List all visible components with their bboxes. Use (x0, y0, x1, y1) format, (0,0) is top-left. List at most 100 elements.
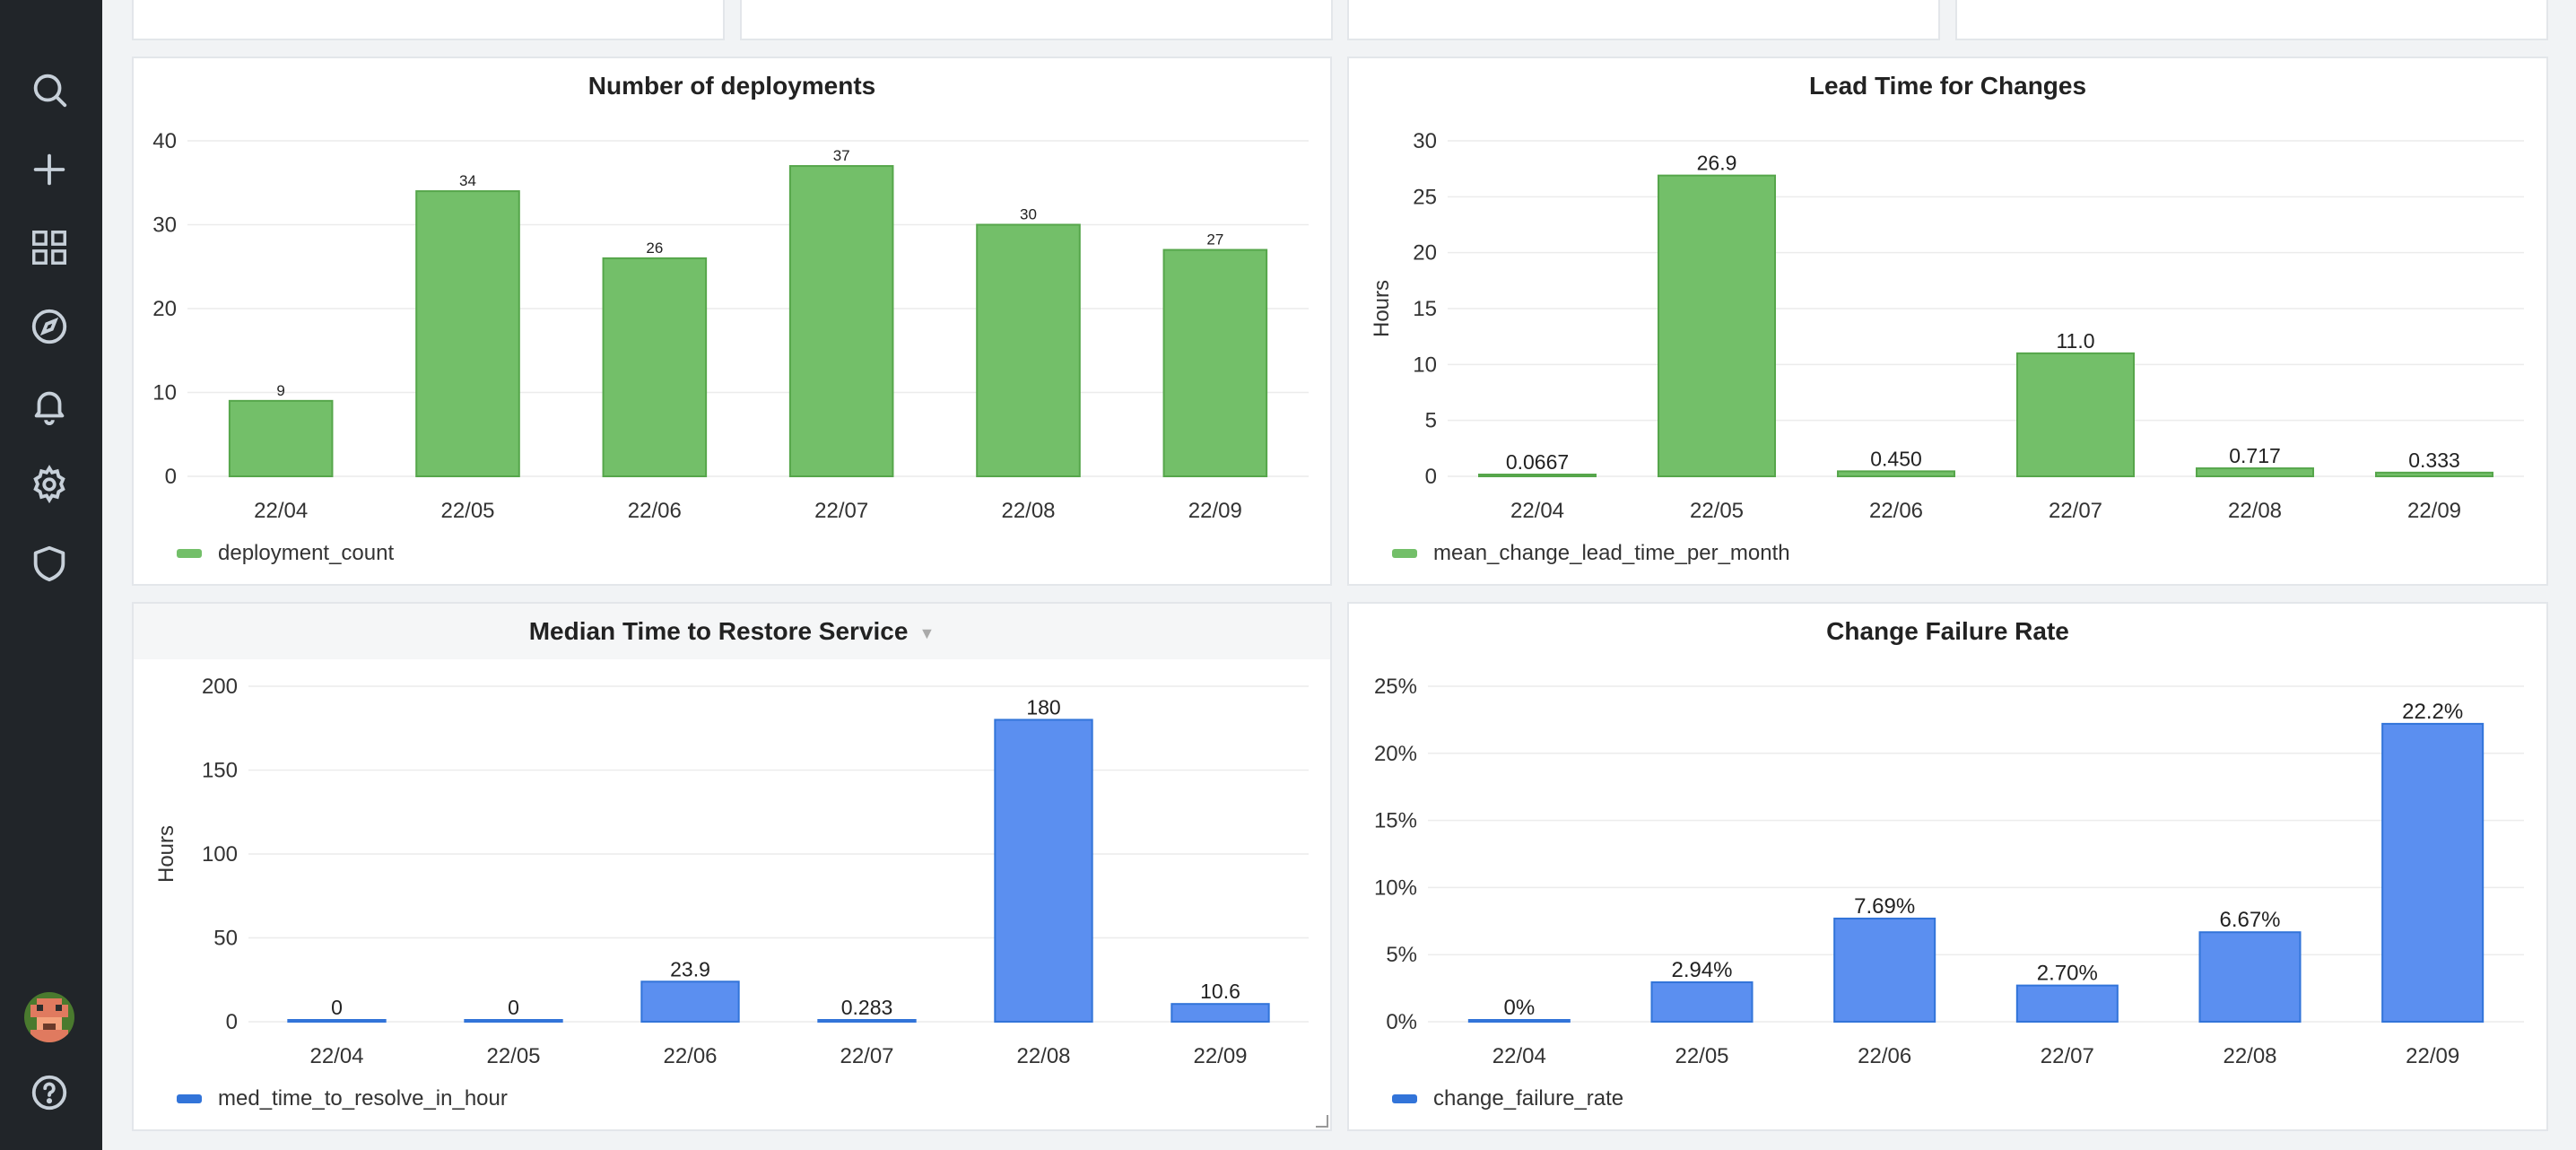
chart-legend[interactable]: change_failure_rate (1392, 1086, 1623, 1111)
x-tick-label: 22/08 (1001, 499, 1055, 523)
bar-value-label: 26.9 (1697, 152, 1737, 175)
search-icon[interactable] (24, 65, 74, 115)
bar-value-label: 30 (1020, 206, 1037, 223)
x-tick-label: 22/05 (486, 1044, 540, 1068)
y-tick-label: 100 (202, 842, 238, 867)
avatar[interactable] (24, 992, 74, 1042)
bar (1650, 981, 1754, 1024)
panel-title: Number of deployments (587, 72, 876, 100)
x-tick-label: 22/08 (2228, 499, 2282, 523)
y-tick-label: 40 (152, 129, 177, 153)
bar (2198, 931, 2302, 1023)
bar (1162, 248, 1268, 477)
bar (640, 980, 740, 1024)
legend-label: change_failure_rate (1433, 1086, 1624, 1111)
x-tick-label: 22/07 (2049, 499, 2102, 523)
bar-value-label: 0 (331, 996, 343, 1019)
bar-value-label: 7.69% (1854, 894, 1915, 919)
x-tick-label: 22/06 (1869, 499, 1923, 523)
bar-value-label: 0 (508, 996, 519, 1019)
y-tick-label: 25% (1374, 675, 1417, 699)
x-tick-label: 22/04 (309, 1044, 363, 1068)
bar-value-label: 6.67% (2219, 908, 2280, 932)
bar-value-label: 2.94% (1671, 958, 1732, 982)
bar (602, 257, 708, 477)
y-tick-label: 20% (1374, 742, 1417, 766)
y-tick-label: 0% (1386, 1010, 1417, 1034)
y-tick-label: 10 (1413, 353, 1437, 377)
settings-icon[interactable] (24, 459, 74, 510)
top-panel-1[interactable] (132, 0, 725, 40)
x-tick-label: 22/04 (1493, 1044, 1546, 1068)
bar-value-label: 0.717 (2229, 444, 2281, 467)
bar (1837, 470, 1955, 478)
dashboards-icon[interactable] (24, 222, 74, 273)
x-tick-label: 22/07 (840, 1044, 893, 1068)
x-tick-label: 22/09 (1188, 499, 1242, 523)
legend-swatch (1392, 1094, 1417, 1103)
alerting-icon[interactable] (24, 380, 74, 431)
chart-legend[interactable]: mean_change_lead_time_per_month (1392, 541, 1790, 566)
y-tick-label: 10 (152, 381, 177, 405)
panel-title: Lead Time for Changes (1808, 72, 2087, 100)
bar-value-label: 10.6 (1200, 980, 1240, 1003)
chart-legend[interactable]: deployment_count (177, 541, 394, 566)
legend-swatch (177, 549, 202, 558)
lead-time-chart: 0 5 10 15 20 25 30 Hours 0.0667 22/04 26.9 22/05 0.4… (1370, 129, 2524, 523)
y-axis-label: Hours (1370, 280, 1394, 337)
panel-title[interactable]: Median Time to Restore Service ▼ (134, 604, 1330, 659)
bar (2196, 467, 2314, 478)
y-tick-label: 200 (202, 675, 238, 699)
top-panel-2[interactable] (740, 0, 1333, 40)
lead-time-panel[interactable]: Lead Time for Changes 0 5 10 15 20 25 30 Hours 0… (1347, 57, 2548, 586)
y-tick-label: 0 (165, 465, 177, 489)
x-tick-label: 22/04 (1510, 499, 1564, 523)
bar (817, 1019, 917, 1023)
top-panel-4[interactable] (1955, 0, 2548, 40)
top-panel-3[interactable] (1347, 0, 1940, 40)
y-tick-label: 10% (1374, 876, 1417, 900)
panel-title-text: Median Time to Restore Service (528, 617, 909, 645)
bar (994, 719, 1093, 1023)
change-failure-chart: 0% 5% 10% 15% 20% 25% 0% 22/04 2.94% 22/05 7.69% 22… (1374, 675, 2524, 1068)
plus-icon[interactable] (24, 144, 74, 195)
legend-swatch (177, 1094, 202, 1103)
x-tick-label: 22/07 (814, 499, 868, 523)
y-tick-label: 25 (1413, 185, 1437, 209)
deployments-chart: 0 10 20 30 40 9 22/04 34 22/05 26 22/06 37 22/07 30 22… (152, 129, 1309, 523)
bar (1171, 1003, 1270, 1024)
deployments-panel[interactable]: Number of deployments 0 10 20 30 40 9 22/04 34 2… (132, 57, 1332, 586)
panel-title: Change Failure Rate (1826, 617, 2069, 645)
shield-icon[interactable] (24, 538, 74, 588)
x-tick-label: 22/06 (628, 499, 682, 523)
legend-label: med_time_to_resolve_in_hour (218, 1086, 508, 1111)
bar (788, 165, 894, 478)
bar (2015, 984, 2119, 1023)
bar (1833, 917, 1936, 1024)
sidebar (0, 0, 102, 1150)
change-failure-panel[interactable]: Change Failure Rate 0% 5% 10% 15% 20% 25% 0% 22… (1347, 602, 2548, 1131)
y-tick-label: 5% (1386, 943, 1417, 967)
y-tick-label: 0 (1425, 465, 1437, 489)
x-tick-label: 22/05 (440, 499, 494, 523)
resize-handle[interactable] (1316, 1115, 1328, 1128)
y-tick-label: 50 (213, 927, 238, 951)
bar (2381, 722, 2485, 1023)
restore-time-chart: 0 50 100 150 200 Hours 0 22/04 0 22/05 23.9 22/06 0.… (154, 675, 1309, 1068)
bar (464, 1019, 563, 1023)
bar (228, 399, 334, 478)
y-tick-label: 150 (202, 759, 238, 783)
help-icon[interactable] (24, 1067, 74, 1118)
x-tick-label: 22/06 (1858, 1044, 1911, 1068)
legend-label: mean_change_lead_time_per_month (1433, 541, 1790, 565)
chart-legend[interactable]: med_time_to_resolve_in_hour (177, 1086, 508, 1111)
x-tick-label: 22/08 (2223, 1044, 2276, 1068)
bar (415, 190, 520, 477)
bar-value-label: 37 (833, 147, 850, 164)
y-tick-label: 30 (1413, 129, 1437, 153)
restore-time-panel[interactable]: Median Time to Restore Service ▼ 0 50 100 15… (132, 602, 1332, 1131)
bar (1478, 474, 1597, 477)
chevron-down-icon[interactable]: ▼ (918, 623, 936, 642)
legend-swatch (1392, 549, 1417, 558)
explore-icon[interactable] (24, 301, 74, 352)
